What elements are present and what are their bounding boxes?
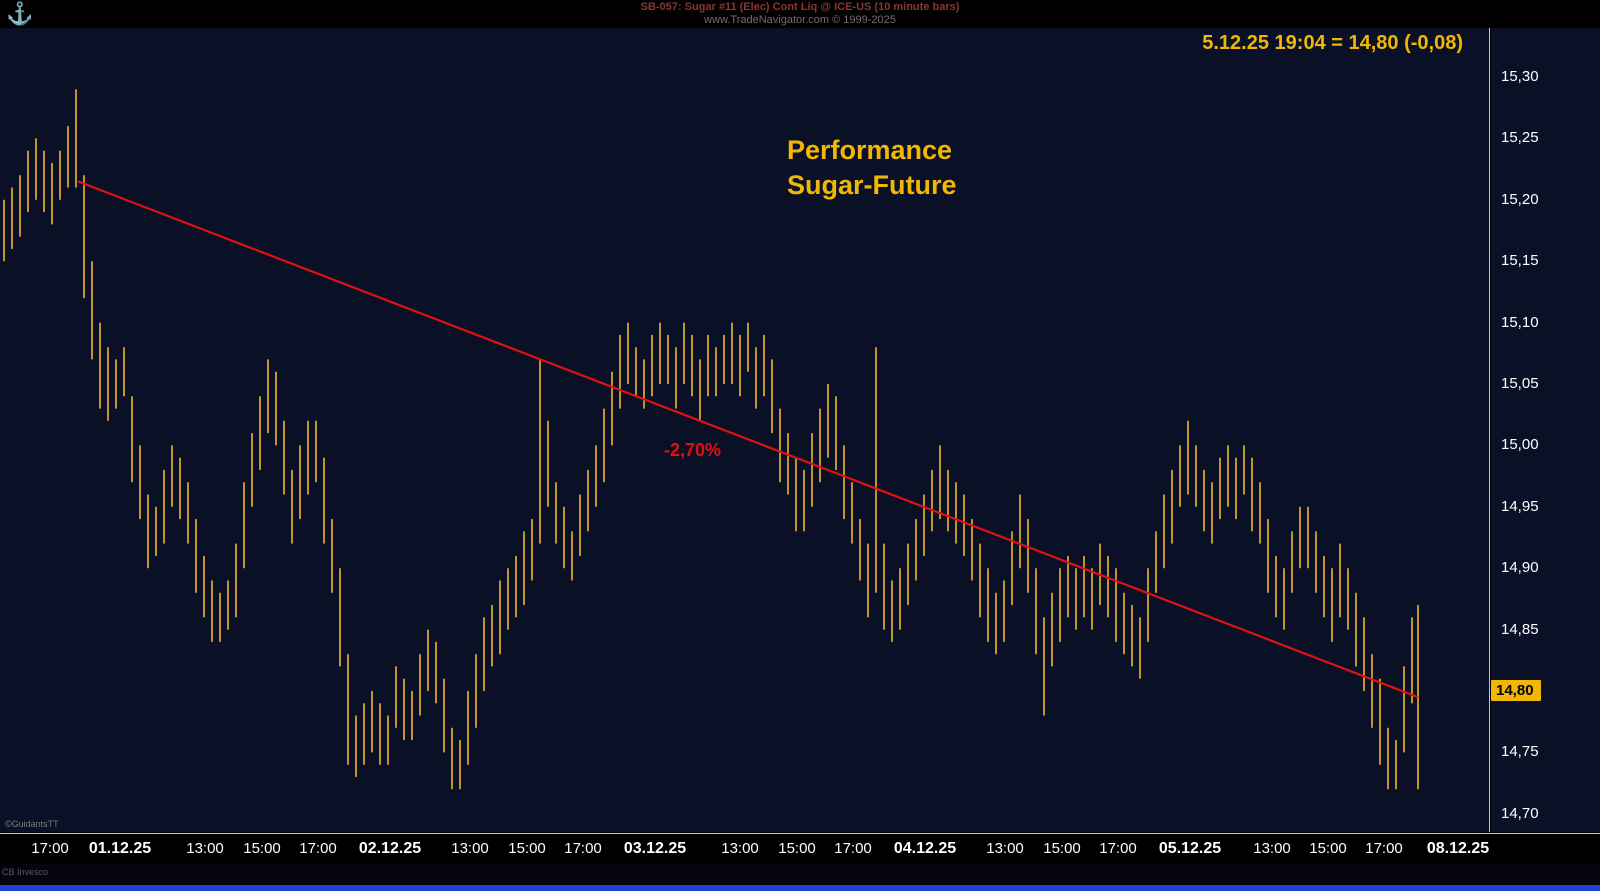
time-tick-label: 17:00 <box>1099 840 1137 857</box>
last-quote-readout: 5.12.25 19:04 = 14,80 (-0,08) <box>1202 32 1463 54</box>
price-tick-label: 15,20 <box>1501 191 1539 208</box>
chart-title-line2: Sugar-Future <box>787 170 957 200</box>
price-tick-label: 15,25 <box>1501 129 1539 146</box>
footer-strip: CB Invesco <box>0 863 1600 891</box>
plot-area[interactable]: 5.12.25 19:04 = 14,80 (-0,08) Performanc… <box>0 28 1490 832</box>
time-tick-label: 13:00 <box>186 840 224 857</box>
price-tick-label: 15,00 <box>1501 436 1539 453</box>
price-tick-label: 15,15 <box>1501 252 1539 269</box>
time-tick-label: 17:00 <box>564 840 602 857</box>
date-tick-label: 05.12.25 <box>1158 840 1222 857</box>
time-tick-label: 15:00 <box>508 840 546 857</box>
price-tick-label: 15,10 <box>1501 314 1539 331</box>
last-price-marker: 14,80 <box>1491 680 1541 701</box>
date-tick-label: 04.12.25 <box>893 840 957 857</box>
time-tick-label: 17:00 <box>834 840 872 857</box>
date-tick-label: 01.12.25 <box>88 840 152 857</box>
header-text-block: SB-057: Sugar #11 (Elec) Cont Liq @ ICE-… <box>0 1 1600 27</box>
time-tick-label: 17:00 <box>299 840 337 857</box>
price-tick-label: 15,30 <box>1501 68 1539 85</box>
chart-header: ⚓ SB-057: Sugar #11 (Elec) Cont Liq @ IC… <box>0 0 1600 28</box>
time-tick-label: 15:00 <box>243 840 281 857</box>
time-tick-label: 13:00 <box>451 840 489 857</box>
price-tick-label: 14,90 <box>1501 559 1539 576</box>
price-chart[interactable] <box>0 28 1490 832</box>
date-tick-label: 02.12.25 <box>358 840 422 857</box>
date-tick-label: 03.12.25 <box>623 840 687 857</box>
instrument-title: SB-057: Sugar #11 (Elec) Cont Liq @ ICE-… <box>640 1 960 13</box>
time-tick-label: 17:00 <box>1365 840 1403 857</box>
footer-note: CB Invesco <box>2 867 49 877</box>
price-tick-label: 14,85 <box>1501 621 1539 638</box>
time-tick-label: 17:00 <box>31 840 69 857</box>
footer-accent-bar <box>0 885 1600 891</box>
time-tick-label: 13:00 <box>986 840 1024 857</box>
chart-title: Performance Sugar-Future <box>787 133 957 203</box>
time-axis: 17:00 01.12.25 13:00 15:00 17:00 02.12.25 13:0… <box>0 833 1600 863</box>
time-tick-label: 15:00 <box>1309 840 1347 857</box>
time-tick-label: 13:00 <box>721 840 759 857</box>
time-tick-label: 15:00 <box>1043 840 1081 857</box>
credit-note: ©GuidantsTT <box>5 819 59 829</box>
trendline-change-label: -2,70% <box>664 440 722 460</box>
chart-title-line1: Performance <box>787 135 953 165</box>
time-tick-label: 15:00 <box>778 840 816 857</box>
watermark-url: www.TradeNavigator.com © 1999-2025 <box>704 14 896 26</box>
price-axis: 15,30 15,25 15,20 15,15 15,10 15,05 15,00 14,95… <box>1491 28 1600 832</box>
price-tick-label: 14,70 <box>1501 805 1539 822</box>
time-tick-label: 13:00 <box>1253 840 1291 857</box>
date-tick-label: 08.12.25 <box>1426 840 1490 857</box>
brand-logo-icon: ⚓ <box>6 1 34 26</box>
price-tick-label: 14,75 <box>1501 743 1539 760</box>
price-tick-label: 14,95 <box>1501 498 1539 515</box>
price-tick-label: 15,05 <box>1501 375 1539 392</box>
